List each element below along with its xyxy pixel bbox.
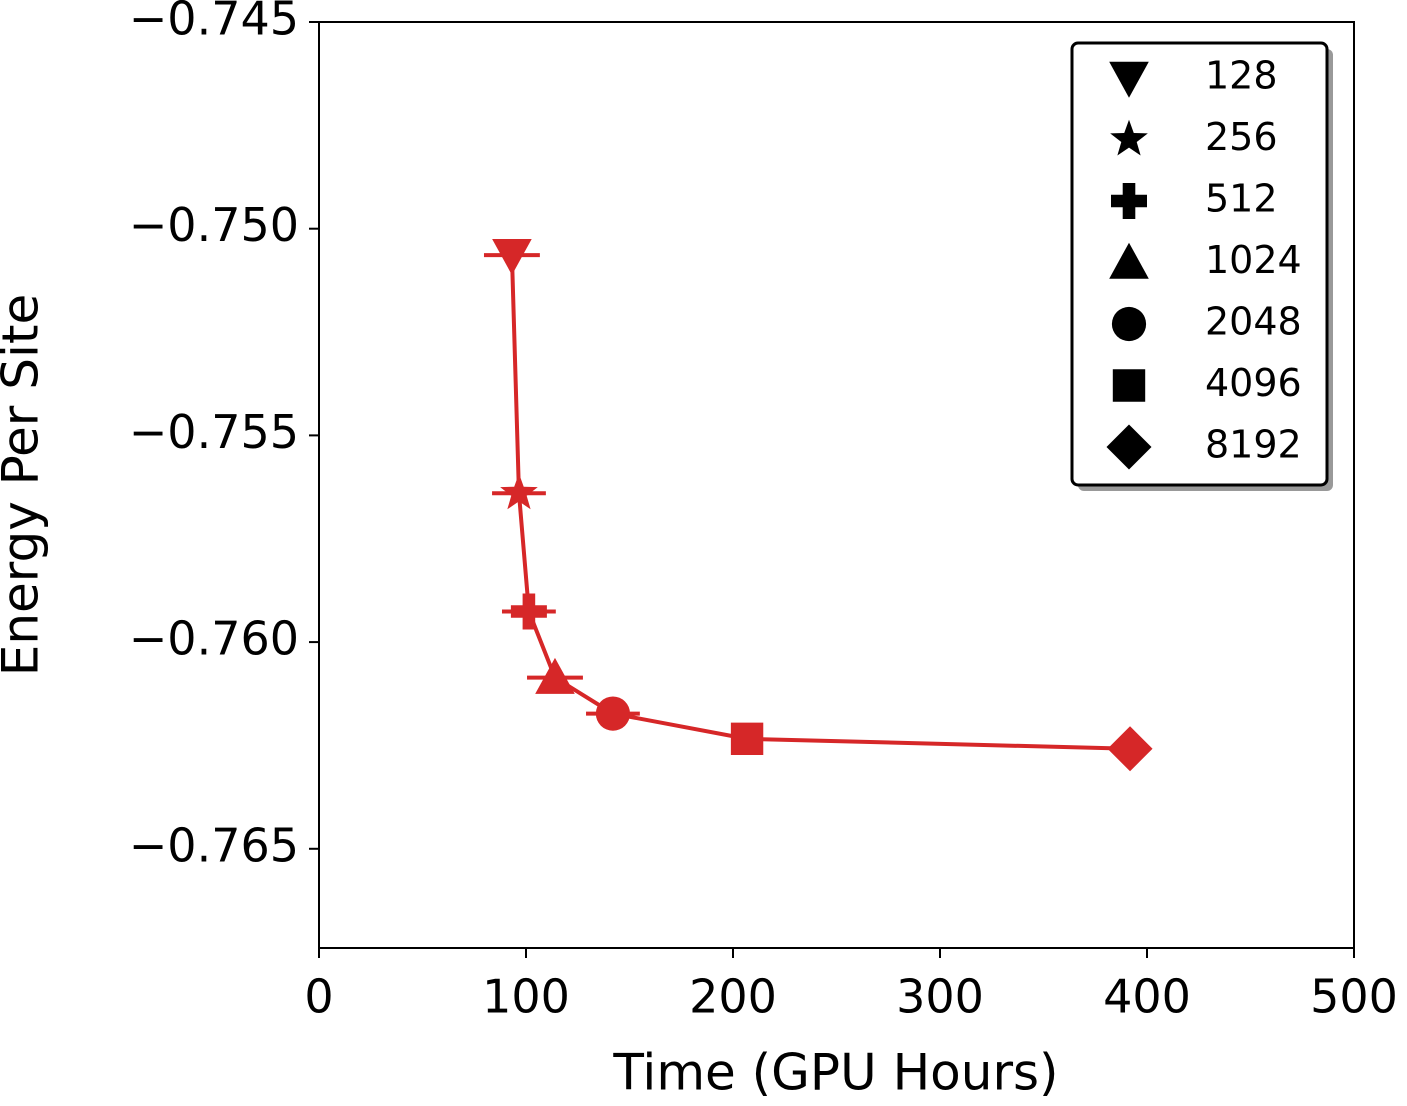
legend-label: 512 [1205,177,1278,221]
marker [1107,726,1153,772]
x-tick-label: 200 [689,970,777,1024]
y-tick-label: −0.755 [129,405,299,459]
marker [535,657,575,694]
legend-label: 4096 [1205,361,1302,405]
y-tick-label: −0.765 [129,818,299,872]
data-line [509,255,1131,751]
y-tick-label: −0.750 [129,198,299,252]
x-tick-label: 400 [1103,970,1191,1024]
legend-marker [1109,242,1149,279]
marker [500,473,538,510]
plot-frame [318,21,1355,949]
legend-label: 2048 [1205,300,1302,344]
legend-label: 8192 [1205,423,1302,467]
legend-marker [1111,183,1147,219]
marker [730,722,764,756]
legend-marker [1110,119,1148,156]
x-tick-label: 300 [896,970,984,1024]
legend-marker [1112,369,1146,402]
y-tick-label: −0.760 [129,612,299,666]
x-tick-label: 0 [304,970,333,1024]
marker [510,593,547,630]
y-tick-label: −0.745 [129,0,299,46]
legend-marker [1106,424,1152,470]
x-tick-label: 500 [1310,970,1398,1024]
legend-marker [1109,61,1149,98]
legend-label: 256 [1205,115,1278,159]
x-axis-label: Time (GPU Hours) [612,1044,1058,1102]
y-axis-label: Energy Per Site [0,294,50,677]
legend-label: 1024 [1205,238,1302,282]
marker [492,238,532,275]
marker [595,696,631,731]
legend-label: 128 [1205,54,1278,98]
legend-marker [1111,306,1147,342]
x-tick-label: 100 [482,970,570,1024]
legend: 128 256 512 1024 2048 4096 8192 [1070,41,1333,491]
